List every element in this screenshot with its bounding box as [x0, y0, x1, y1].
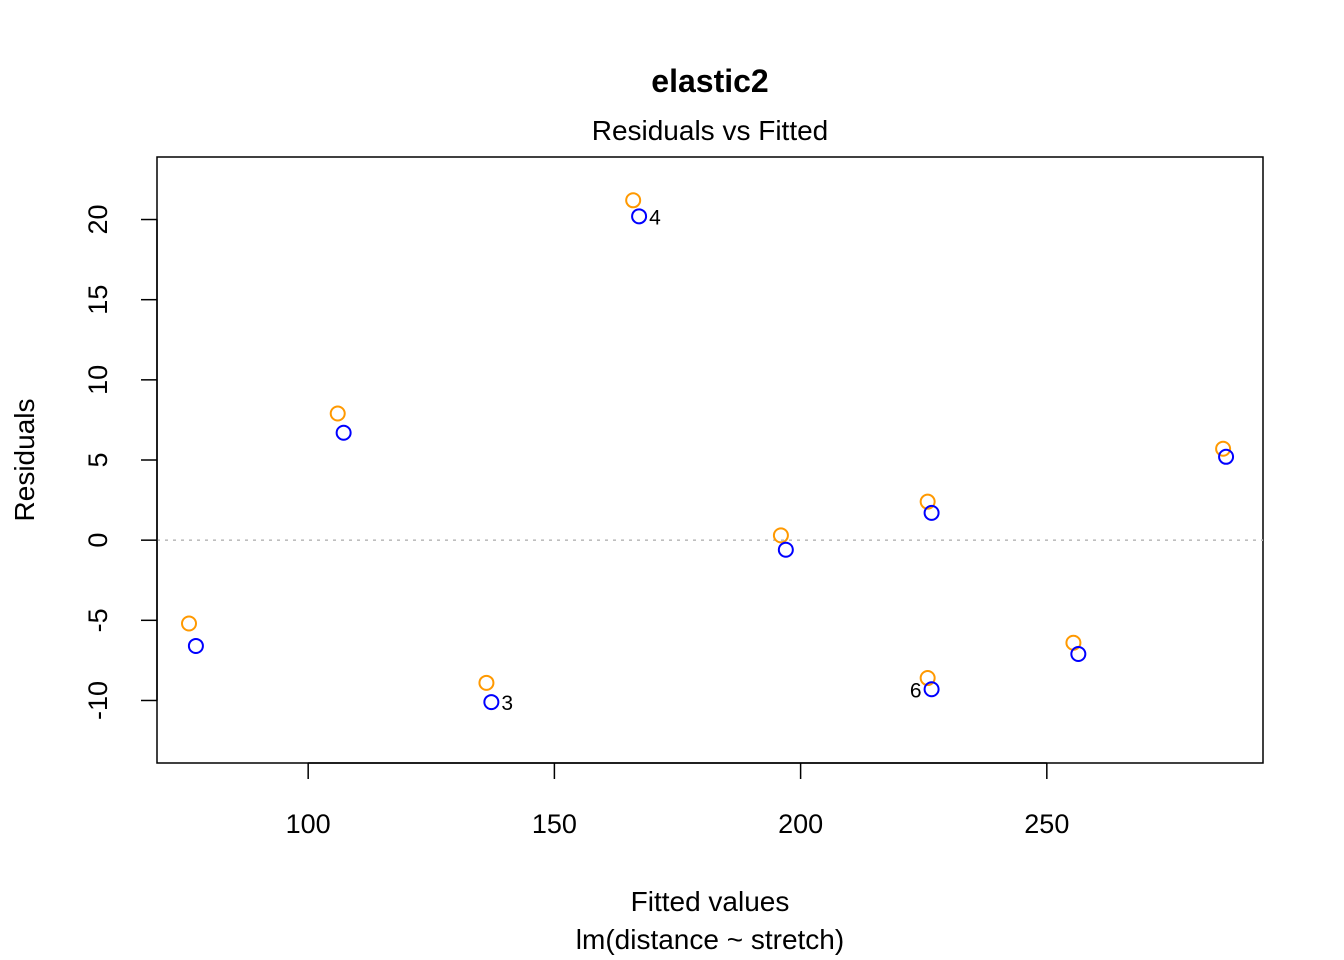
blue-point — [777, 541, 794, 558]
blue-point — [335, 424, 352, 441]
x-axis: 100 150 200 250 — [286, 762, 1069, 839]
blue-point — [483, 694, 500, 711]
chart-title: elastic2 — [651, 63, 768, 99]
x-tick-label: 200 — [778, 809, 823, 839]
point-label: 6 — [910, 679, 922, 702]
y-tick-label: 0 — [83, 533, 113, 548]
y-tick-label: -10 — [83, 681, 113, 720]
blue-point — [631, 208, 648, 225]
x-tick-label: 150 — [532, 809, 577, 839]
blue-point — [187, 637, 204, 654]
points-layer — [181, 192, 1235, 711]
chart-subtitle: Residuals vs Fitted — [592, 115, 829, 146]
orange-point — [1215, 440, 1232, 457]
point-label: 4 — [649, 206, 661, 229]
plot-frame — [156, 156, 1264, 764]
orange-point — [919, 670, 936, 687]
y-tick-label: 15 — [83, 285, 113, 315]
y-tick-label: 5 — [83, 452, 113, 467]
orange-point — [181, 615, 198, 632]
x-axis-label-model: lm(distance ~ stretch) — [576, 924, 844, 955]
orange-point — [625, 192, 642, 209]
x-axis-label: Fitted values — [631, 886, 790, 917]
blue-point — [923, 504, 940, 521]
x-tick-label: 250 — [1024, 809, 1069, 839]
orange-point — [919, 493, 936, 510]
y-tick-label: -5 — [83, 608, 113, 632]
x-tick-label: 100 — [286, 809, 331, 839]
blue-point — [923, 681, 940, 698]
y-axis-label: Residuals — [9, 399, 40, 522]
orange-point — [772, 527, 789, 544]
blue-point — [1070, 645, 1087, 662]
orange-point — [329, 405, 346, 422]
blue-point — [1218, 448, 1235, 465]
y-axis: -10 -5 0 5 10 15 20 — [83, 205, 158, 720]
orange-point — [478, 674, 495, 691]
y-tick-label: 20 — [83, 205, 113, 235]
point-label: 3 — [501, 692, 513, 715]
y-tick-label: 10 — [83, 365, 113, 395]
point-labels-layer: 4 3 6 — [501, 206, 921, 715]
